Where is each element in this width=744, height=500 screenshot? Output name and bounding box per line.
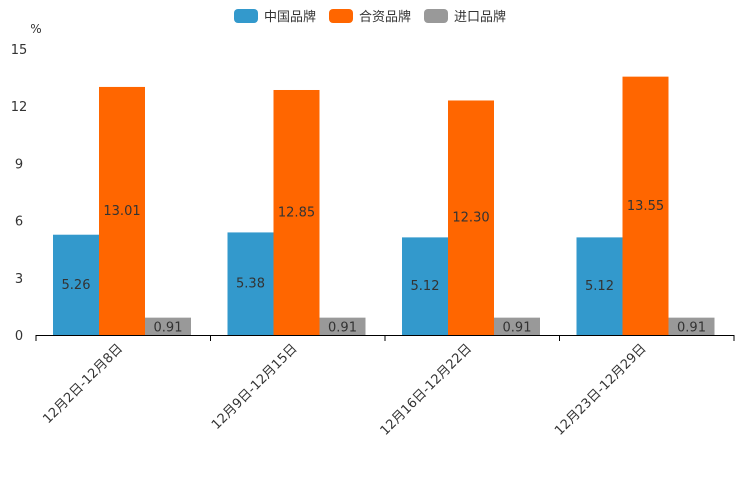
bar-label-series1-cat2: 5.38 <box>236 277 265 292</box>
bar-label-series3-cat2: 0.91 <box>328 320 357 335</box>
bar-label-series2-cat1: 13.01 <box>103 204 140 219</box>
y-tick-label-15: 15 <box>11 43 28 58</box>
legend-label-1[interactable]: 中国品牌 <box>264 9 316 25</box>
x-tick-label-4: 12月23日-12月29日 <box>552 341 649 438</box>
bar-series1-cat1[interactable] <box>53 234 99 335</box>
legend-label-3[interactable]: 进口品牌 <box>454 9 506 25</box>
bar-series3-cat1[interactable] <box>145 317 191 335</box>
x-tick-label-3: 12月16日-12月22日 <box>378 341 475 438</box>
y-tick-label-3: 3 <box>15 272 23 287</box>
bar-series2-cat2[interactable] <box>273 89 320 335</box>
legend-swatch-1[interactable] <box>234 9 258 23</box>
bar-label-series1-cat3: 5.12 <box>411 279 440 294</box>
y-axis: 0 3 6 9 12 15 <box>11 43 28 344</box>
y-tick-label-9: 9 <box>15 157 23 172</box>
x-axis: 12月2日-12月8日 12月9日-12月15日 12月16日-12月22日 12月2… <box>35 335 735 439</box>
bar-series2-cat4[interactable] <box>622 76 669 335</box>
y-tick-label-0: 0 <box>15 329 23 344</box>
bar-series3-cat4[interactable] <box>668 317 715 335</box>
x-tick-label-2: 12月9日-12月15日 <box>209 341 301 433</box>
legend-label-2[interactable]: 合资品牌 <box>359 9 411 25</box>
bar-label-series3-cat3: 0.91 <box>503 320 532 335</box>
bar-series1-cat4[interactable] <box>576 237 623 335</box>
bar-labels: 5.26 13.01 0.91 5.38 12.85 0.91 5.12 12.30 0.91 5… <box>62 199 706 336</box>
legend: 中国品牌 合资品牌 进口品牌 <box>234 9 506 25</box>
bar-series2-cat1[interactable] <box>99 86 145 336</box>
bar-series2-cat3[interactable] <box>448 100 494 335</box>
bar-label-series2-cat2: 12.85 <box>278 205 315 220</box>
bar-label-series1-cat1: 5.26 <box>62 278 91 293</box>
y-tick-label-12: 12 <box>11 100 28 115</box>
bar-series1-cat3[interactable] <box>402 237 448 335</box>
bar-series3-cat2[interactable] <box>319 317 366 335</box>
bar-label-series3-cat1: 0.91 <box>154 320 183 335</box>
x-tick-label-1: 12月2日-12月8日 <box>40 341 126 427</box>
legend-swatch-3[interactable] <box>424 9 448 23</box>
bar-label-series2-cat4: 13.55 <box>627 199 664 214</box>
bar-label-series3-cat4: 0.91 <box>677 320 706 335</box>
bars <box>53 76 715 336</box>
bar-label-series1-cat4: 5.12 <box>585 279 614 294</box>
bar-series1-cat2[interactable] <box>227 232 274 335</box>
legend-swatch-2[interactable] <box>329 9 353 23</box>
y-tick-label-6: 6 <box>15 215 23 230</box>
y-axis-label: % <box>30 22 41 36</box>
bar-series3-cat3[interactable] <box>494 317 540 335</box>
bar-label-series2-cat3: 12.30 <box>452 211 489 226</box>
